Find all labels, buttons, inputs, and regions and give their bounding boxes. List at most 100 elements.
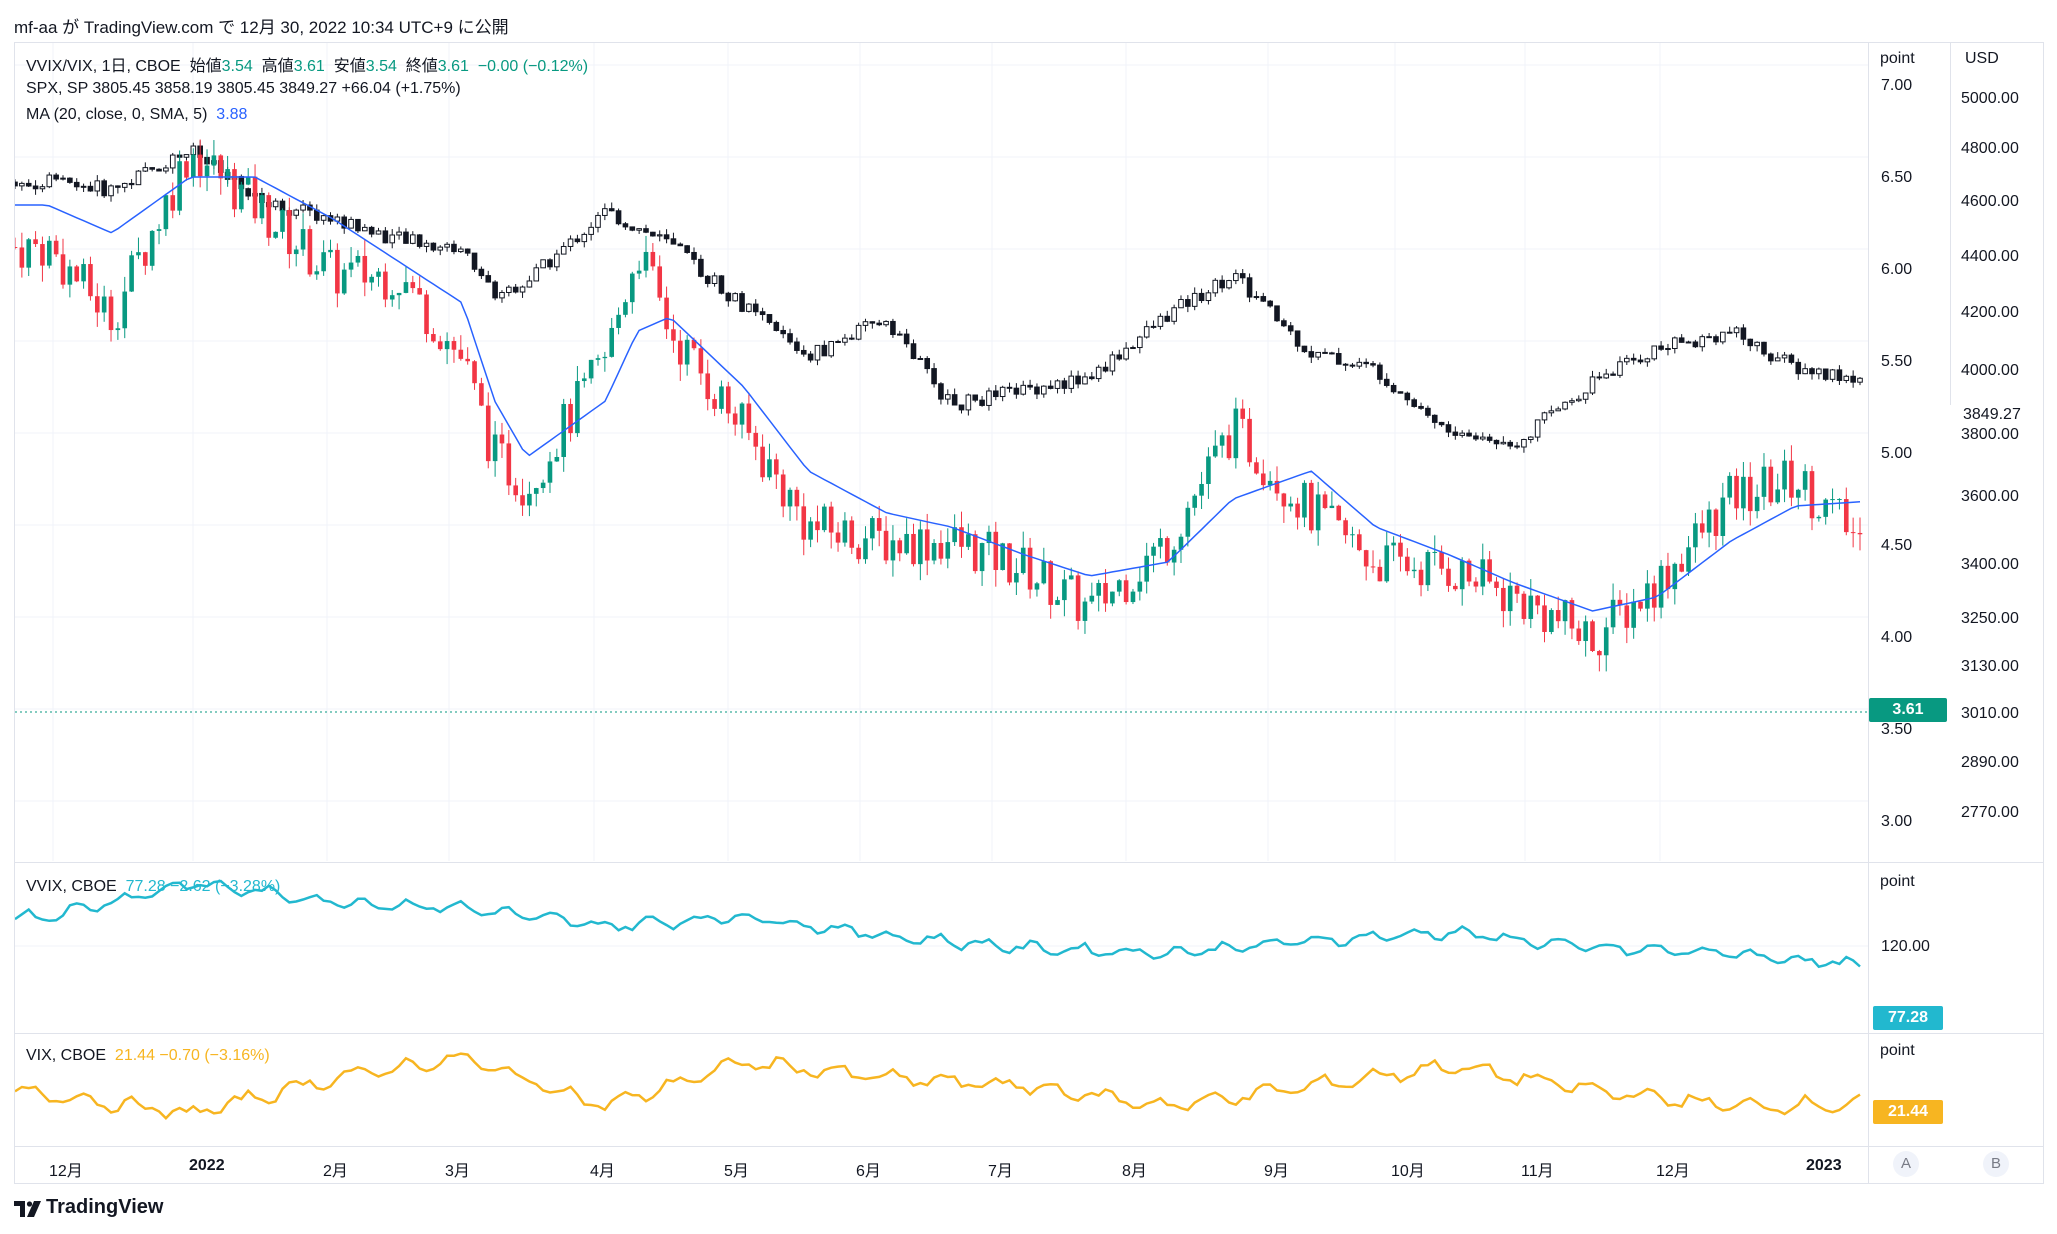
spx-candle (1322, 351, 1328, 354)
ratio-candle (760, 446, 765, 478)
spx-candle (855, 324, 862, 340)
spx-candle (101, 180, 107, 197)
spx-candle (39, 186, 46, 190)
time-label: 9月 (1264, 1163, 1289, 1180)
spx-candle (650, 231, 656, 237)
spx-candle (169, 154, 176, 169)
spx-candle (506, 286, 512, 293)
spx-candle (554, 253, 560, 268)
spx-candle (1850, 375, 1856, 383)
pane-separator-2[interactable] (14, 1033, 2044, 1034)
main-price-axis[interactable]: 7.00 6.50 6.00 5.50 5.00 4.50 4.00 3.50 … (1869, 42, 1950, 862)
spx-candle (835, 340, 841, 343)
ratio-candle (1405, 556, 1410, 572)
spx-candle (1212, 279, 1219, 294)
spx-candle (1109, 354, 1116, 372)
spx-candle (1788, 354, 1795, 363)
pane-separator-1[interactable] (14, 862, 2044, 863)
axis-tick: 5.00 (1881, 445, 1913, 462)
ratio-candle (602, 356, 608, 359)
ratio-candle (122, 291, 128, 329)
vvix-legend[interactable]: VVIX, CBOE 77.28 −2.62 (−3.28%) (26, 878, 280, 896)
spx-candle (1041, 385, 1047, 395)
spx-candle (1157, 315, 1164, 327)
vvix-legend-value: 77.28 −2.62 (−3.28%) (125, 878, 281, 895)
ratio-candle (1295, 503, 1300, 518)
spx-candle (60, 177, 66, 180)
ratio-candle (1041, 561, 1047, 584)
axis-tick: 3400.00 (1961, 556, 2019, 573)
spx-legend[interactable]: SPX, SP 3805.45 3858.19 3805.45 3849.27 … (26, 80, 461, 98)
vvix-pane[interactable] (15, 863, 1868, 1033)
spx-candle (19, 182, 25, 187)
spx-candle (869, 321, 876, 324)
ratio-candle (1288, 503, 1294, 507)
spx-candle (348, 218, 354, 229)
spx-candle (1829, 369, 1836, 380)
main-chart-pane[interactable] (15, 43, 1868, 861)
spx-legend-text: SPX, SP 3805.45 3858.19 3805.45 3849.27 … (26, 80, 461, 97)
spx-candle (615, 210, 622, 225)
spx-candle (1246, 277, 1253, 298)
spx-candle (1342, 363, 1349, 366)
ratio-candle (33, 239, 38, 245)
spx-candle (1095, 366, 1102, 380)
ratio-candle (945, 542, 951, 559)
spx-candle (1102, 366, 1109, 372)
axis-tick: 2890.00 (1961, 754, 2019, 771)
spx-candle (396, 231, 402, 236)
ratio-candle (520, 495, 525, 506)
time-axis[interactable]: 12月 2022 2月 3月 4月 5月 6月 7月 8月 9月 10月 11月… (15, 1147, 1868, 1183)
vix-legend[interactable]: VIX, CBOE 21.44 −0.70 (−3.16%) (26, 1047, 270, 1065)
spx-candle (794, 341, 800, 351)
ratio-candle (753, 432, 759, 447)
spx-candle (1521, 438, 1527, 448)
scale-b-button[interactable]: B (1983, 1151, 2009, 1177)
spx-candle (526, 280, 533, 288)
ratio-candle (863, 538, 868, 560)
ratio-candle (1535, 595, 1540, 606)
ratio-candle (431, 334, 436, 342)
symbol-label[interactable]: VVIX/VIX, 1日, CBOE (26, 58, 181, 75)
spx-candle (1068, 375, 1075, 389)
spx-candle (725, 292, 732, 302)
spx-candle (121, 182, 128, 188)
spx-candle (567, 238, 574, 247)
spx-candle (1274, 305, 1280, 322)
spx-candle (842, 337, 848, 343)
ma-legend[interactable]: MA (20, close, 0, SMA, 5) 3.88 (26, 106, 247, 124)
main-legend[interactable]: VVIX/VIX, 1日, CBOE 始値3.54 高値3.61 安値3.54 … (26, 52, 588, 76)
spx-candle (73, 181, 80, 188)
ratio-candle (1453, 585, 1458, 590)
spx-candle (53, 174, 59, 180)
ratio-candle (993, 531, 999, 571)
publish-header: mf-aa が TradingView.com で 12月 30, 2022 1… (0, 0, 2057, 44)
ratio-candle (1260, 473, 1266, 486)
spx-candle (704, 275, 711, 284)
ratio-candle (232, 169, 237, 210)
auto-scale-button[interactable]: A (1893, 1151, 1919, 1177)
ratio-candle (746, 403, 752, 433)
spx-candle (1082, 376, 1088, 385)
ratio-candle (417, 288, 422, 295)
ratio-candle (842, 520, 848, 543)
ratio-candle (328, 249, 333, 253)
ratio-candle (1795, 489, 1801, 498)
spx-candle (80, 185, 87, 188)
ratio-candle (1247, 418, 1252, 463)
vix-price-axis[interactable]: 21.44 (1869, 1034, 2044, 1146)
ratio-candle (856, 547, 861, 560)
spx-candle (1610, 373, 1616, 376)
tradingview-logo[interactable]: TradingView (14, 1196, 163, 1219)
ratio-candle (1747, 476, 1753, 512)
ratio-candle (1048, 561, 1053, 605)
spx-candle (1363, 361, 1369, 365)
time-label: 2022 (189, 1157, 225, 1174)
ratio-candle (197, 154, 203, 177)
vix-pane[interactable] (15, 1034, 1868, 1146)
vvix-price-axis[interactable]: 120.00 77.28 (1869, 863, 2044, 1033)
spx-candle (739, 293, 745, 312)
axis-tick: 4600.00 (1961, 193, 2019, 210)
spx-candle (1527, 436, 1534, 440)
usd-price-axis[interactable]: 5000.00 4800.00 4600.00 4400.00 4200.00 … (1951, 42, 2044, 862)
